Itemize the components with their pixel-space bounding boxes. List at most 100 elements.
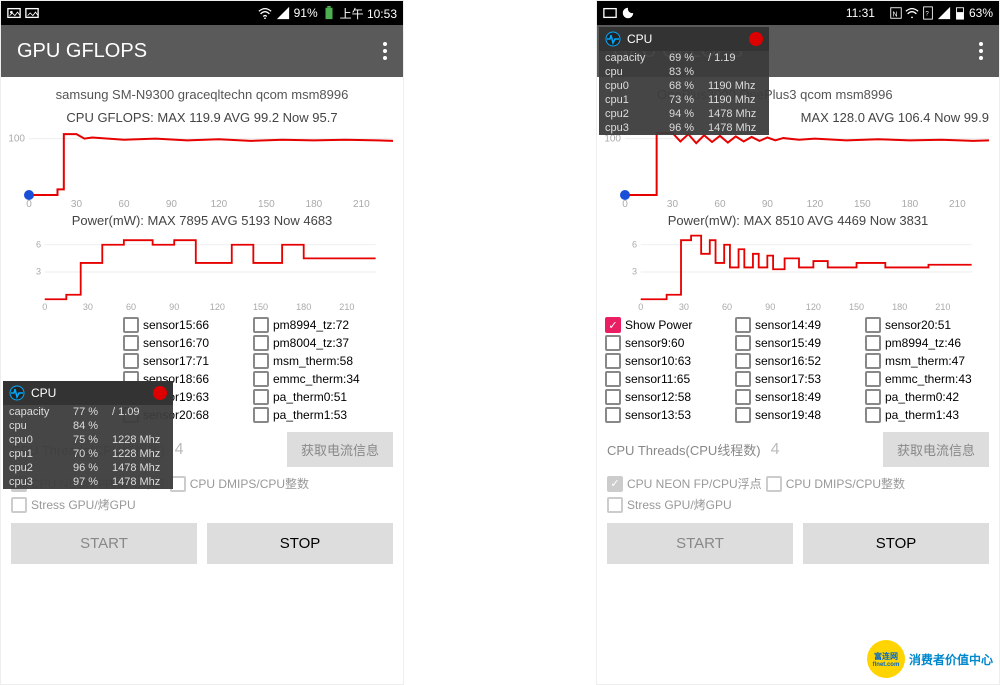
get-current-button[interactable]: 获取电流信息	[287, 432, 393, 467]
svg-text:120: 120	[211, 199, 228, 209]
battery-icon	[322, 6, 336, 20]
app-title: GPU GFLOPS	[17, 40, 147, 63]
opt-dmips[interactable]: CPU DMIPS/CPU整数	[766, 475, 905, 492]
sensor-checkbox[interactable]: sensor18:49	[733, 388, 863, 406]
watermark: 富连网flnet.com 消费者价值中心	[867, 640, 993, 678]
svg-text:210: 210	[949, 199, 966, 209]
sensor-checkbox[interactable]: pm8994_tz:46	[863, 334, 993, 352]
nfc-icon: N	[889, 6, 903, 20]
svg-text:100: 100	[8, 134, 25, 145]
sensor-checkbox[interactable]: sensor14:49	[733, 316, 863, 334]
pulse-icon	[605, 31, 621, 47]
svg-text:60: 60	[722, 302, 732, 312]
svg-text:90: 90	[765, 302, 775, 312]
cpu-monitor-overlay[interactable]: CPU capacity69 %/ 1.19cpu83 %cpu068 %119…	[599, 27, 769, 135]
start-button[interactable]: START	[607, 523, 793, 564]
cpu-stat-row: cpu075 %1228 Mhz	[3, 433, 173, 447]
sensor-checkbox[interactable]: sensor19:48	[733, 406, 863, 424]
record-icon[interactable]	[749, 32, 763, 46]
sensor-checkbox[interactable]: sensor13:53	[603, 406, 733, 424]
cpu-monitor-overlay[interactable]: CPU capacity77 %/ 1.09cpu84 %cpu075 %122…	[3, 381, 173, 489]
time: 11:31	[846, 6, 875, 20]
svg-text:0: 0	[42, 302, 47, 312]
svg-text:120: 120	[806, 302, 821, 312]
gflops-chart: 1000306090120150180210	[603, 129, 993, 209]
time: 上午 10:53	[340, 5, 397, 22]
svg-text:120: 120	[807, 199, 824, 209]
svg-text:0: 0	[622, 199, 628, 209]
sensor-checkbox[interactable]: sensor12:58	[603, 388, 733, 406]
svg-text:6: 6	[36, 239, 41, 249]
cpu-title: CPU	[627, 32, 652, 46]
battery-pct: 91%	[294, 6, 318, 20]
sensor-checkbox[interactable]: sensor15:66	[121, 316, 251, 334]
gflops-chart: 1000306090120150180210	[7, 129, 397, 209]
start-button[interactable]: START	[11, 523, 197, 564]
opt-neon[interactable]: CPU NEON FP/CPU浮点	[607, 475, 762, 492]
svg-text:?: ?	[925, 11, 929, 18]
power-chart: 360306090120150180210	[603, 232, 993, 312]
opt-gpu[interactable]: Stress GPU/烤GPU	[607, 496, 732, 513]
svg-text:150: 150	[849, 302, 864, 312]
menu-button[interactable]	[979, 42, 983, 60]
sensor-checkbox[interactable]: sensor17:71	[121, 352, 251, 370]
svg-text:90: 90	[166, 199, 178, 209]
sensor-checkbox[interactable]: emmc_therm:43	[863, 370, 993, 388]
cpu-stat-row: cpu83 %	[599, 65, 769, 79]
svg-text:210: 210	[353, 199, 370, 209]
svg-text:0: 0	[26, 199, 32, 209]
sensor-checkbox[interactable]: sensor16:70	[121, 334, 251, 352]
cpu-stat-row: cpu84 %	[3, 419, 173, 433]
menu-button[interactable]	[383, 42, 387, 60]
sensors-grid: Show Powersensor9:60sensor10:63sensor11:…	[597, 314, 999, 426]
app-icon2	[25, 6, 39, 20]
sensor-checkbox[interactable]: pa_therm0:51	[251, 388, 381, 406]
sensor-checkbox[interactable]: msm_therm:58	[251, 352, 381, 370]
sensor-checkbox[interactable]: sensor15:49	[733, 334, 863, 352]
stop-button[interactable]: STOP	[803, 523, 989, 564]
svg-text:0: 0	[638, 302, 643, 312]
svg-text:60: 60	[714, 199, 726, 209]
sensor-checkbox[interactable]: msm_therm:47	[863, 352, 993, 370]
svg-text:180: 180	[296, 302, 311, 312]
sensor-checkbox[interactable]: sensor16:52	[733, 352, 863, 370]
show-power-checkbox[interactable]: Show Power	[603, 316, 733, 334]
sensor-checkbox[interactable]: pa_therm1:43	[863, 406, 993, 424]
svg-text:180: 180	[306, 199, 323, 209]
sensor-checkbox[interactable]: sensor9:60	[603, 334, 733, 352]
stop-button[interactable]: STOP	[207, 523, 393, 564]
sensor-checkbox[interactable]: pa_therm1:53	[251, 406, 381, 424]
svg-text:180: 180	[902, 199, 919, 209]
power-chart: 360306090120150180210	[7, 232, 397, 312]
cpu-stat-row: capacity77 %/ 1.09	[3, 405, 173, 419]
svg-text:210: 210	[339, 302, 354, 312]
cpu-stat-row: cpu296 %1478 Mhz	[3, 461, 173, 475]
device-info: samsung SM-N9300 graceqltechn qcom msm89…	[1, 81, 403, 108]
sensor-checkbox[interactable]: emmc_therm:34	[251, 370, 381, 388]
left-phone: 91% 上午 10:53 GPU GFLOPS samsung SM-N9300…	[0, 0, 404, 685]
record-icon[interactable]	[153, 386, 167, 400]
svg-text:150: 150	[258, 199, 275, 209]
sensor-checkbox[interactable]: sensor17:53	[733, 370, 863, 388]
signal-icon	[276, 6, 290, 20]
svg-text:180: 180	[892, 302, 907, 312]
svg-text:90: 90	[169, 302, 179, 312]
app-icon	[603, 6, 617, 20]
title-bar: GPU GFLOPS	[1, 25, 403, 77]
status-bar: 11:31 N ? 63%	[597, 1, 999, 25]
sensor-checkbox[interactable]: sensor11:65	[603, 370, 733, 388]
opt-gpu[interactable]: Stress GPU/烤GPU	[11, 496, 136, 513]
svg-text:100: 100	[604, 134, 621, 145]
sensor-checkbox[interactable]: pa_therm0:42	[863, 388, 993, 406]
opt-dmips[interactable]: CPU DMIPS/CPU整数	[170, 475, 309, 492]
sensor-checkbox[interactable]: pm8004_tz:37	[251, 334, 381, 352]
sensor-checkbox[interactable]: sensor20:51	[863, 316, 993, 334]
sensor-checkbox[interactable]: sensor10:63	[603, 352, 733, 370]
svg-text:90: 90	[762, 199, 774, 209]
get-current-button[interactable]: 获取电流信息	[883, 432, 989, 467]
battery-icon	[953, 6, 967, 20]
cpu-stat-row: cpu397 %1478 Mhz	[3, 475, 173, 489]
battery-pct: 63%	[969, 6, 993, 20]
sensor-checkbox[interactable]: pm8994_tz:72	[251, 316, 381, 334]
svg-text:30: 30	[667, 199, 679, 209]
